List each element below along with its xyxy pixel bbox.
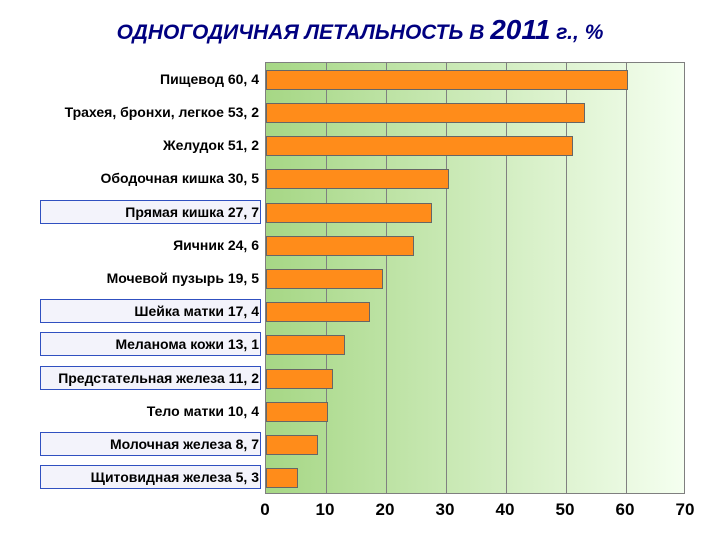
- bar: [266, 468, 298, 488]
- bar: [266, 402, 328, 422]
- bar: [266, 203, 432, 223]
- bar: [266, 70, 628, 90]
- bar: [266, 269, 383, 289]
- x-axis-tick-label: 20: [376, 500, 395, 520]
- gridline: [386, 63, 387, 493]
- chart-title: ОДНОГОДИЧНАЯ ЛЕТАЛЬНОСТЬ В 2011 г., %: [0, 14, 720, 46]
- category-label: Ободочная кишка 30, 5: [100, 170, 259, 186]
- category-label: Щитовидная железа 5, 3: [91, 469, 259, 485]
- x-axis-tick-label: 30: [436, 500, 455, 520]
- bar: [266, 435, 318, 455]
- category-label: Тело матки 10, 4: [147, 403, 259, 419]
- category-label: Пищевод 60, 4: [160, 71, 259, 87]
- x-axis-tick-label: 70: [676, 500, 695, 520]
- gridline: [446, 63, 447, 493]
- category-label: Меланома кожи 13, 1: [115, 336, 259, 352]
- x-axis-tick-label: 40: [496, 500, 515, 520]
- x-axis-tick-label: 50: [556, 500, 575, 520]
- gridline: [506, 63, 507, 493]
- category-label: Молочная железа 8, 7: [110, 436, 259, 452]
- x-axis-tick-label: 0: [260, 500, 269, 520]
- category-label: Желудок 51, 2: [163, 137, 259, 153]
- bar: [266, 369, 333, 389]
- category-label: Прямая кишка 27, 7: [125, 204, 259, 220]
- bar: [266, 236, 414, 256]
- bar: [266, 335, 345, 355]
- plot-area: [265, 62, 685, 494]
- title-prefix: ОДНОГОДИЧНАЯ ЛЕТАЛЬНОСТЬ В: [117, 21, 491, 44]
- bar: [266, 136, 573, 156]
- category-label: Шейка матки 17, 4: [134, 303, 259, 319]
- gridline: [566, 63, 567, 493]
- title-suffix: г., %: [550, 21, 603, 44]
- category-label: Яичник 24, 6: [173, 237, 259, 253]
- bar: [266, 169, 449, 189]
- category-label: Мочевой пузырь 19, 5: [107, 270, 259, 286]
- title-year: 2011: [490, 14, 550, 45]
- gridline: [626, 63, 627, 493]
- bar: [266, 103, 585, 123]
- bar: [266, 302, 370, 322]
- category-label: Трахея, бронхи, легкое 53, 2: [65, 104, 259, 120]
- x-axis-tick-label: 60: [616, 500, 635, 520]
- category-label: Предстательная железа 11, 2: [58, 370, 259, 386]
- x-axis-tick-label: 10: [316, 500, 335, 520]
